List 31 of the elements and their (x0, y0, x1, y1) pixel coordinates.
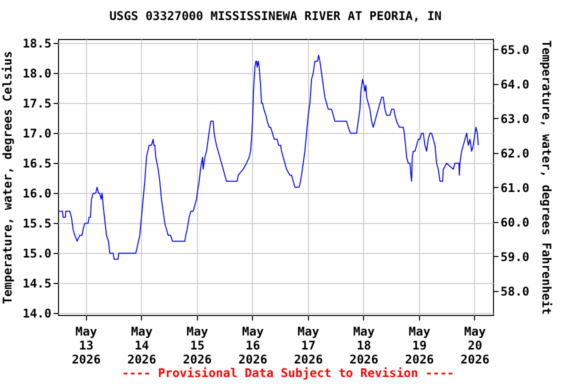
x-tick-label: May 13 2026 (72, 324, 101, 366)
line-series (58, 54, 479, 260)
y2-tick-label: 58.0 (500, 284, 530, 298)
x-tick-label: May 19 2026 (405, 324, 434, 366)
x-tick-label: May 20 2026 (460, 324, 490, 366)
y-axis-title: Temperature, water, degrees Celsius (0, 51, 15, 304)
x-tick-label: May 16 2026 (238, 324, 268, 366)
x-tick-label: May 17 2026 (294, 324, 323, 366)
x-tick-label: May 14 2026 (127, 324, 156, 366)
y-tick-label: 14.0 (22, 306, 52, 321)
y-tick-label: 18.0 (22, 66, 52, 81)
y2-tick-label: 61.0 (500, 180, 530, 195)
y-tick-label: 15.0 (22, 246, 52, 261)
y2-tick-label: 59.0 (500, 250, 530, 264)
y-tick-label: 16.0 (22, 186, 52, 201)
y-tick-label: 18.5 (22, 36, 52, 51)
y-tick-label: 17.0 (22, 126, 52, 141)
y2-tick-label: 64.0 (500, 77, 530, 92)
x-tick-label: May 15 2026 (182, 324, 212, 366)
y2-axis-title: Temperature, water, degrees Fahrenheit (539, 40, 554, 315)
y-tick-label: 17.5 (22, 96, 52, 111)
x-tick-label: May 18 2026 (349, 324, 378, 366)
text: ---- Provisional Data Subject to Revision ---- (120, 366, 456, 380)
y-tick-label: 15.5 (22, 216, 52, 231)
y2-tick-label: 62.0 (500, 146, 530, 160)
y2-tick-label: 63.0 (500, 112, 530, 126)
y2-tick-label: 65.0 (500, 42, 530, 57)
chart-title: USGS 03327000 MISSISSINEWA RIVER AT PEORIA, IN (109, 9, 442, 24)
y-tick-label: 14.5 (22, 276, 52, 291)
y2-tick-label: 60.0 (500, 215, 530, 230)
y-tick-label: 16.5 (22, 156, 52, 171)
